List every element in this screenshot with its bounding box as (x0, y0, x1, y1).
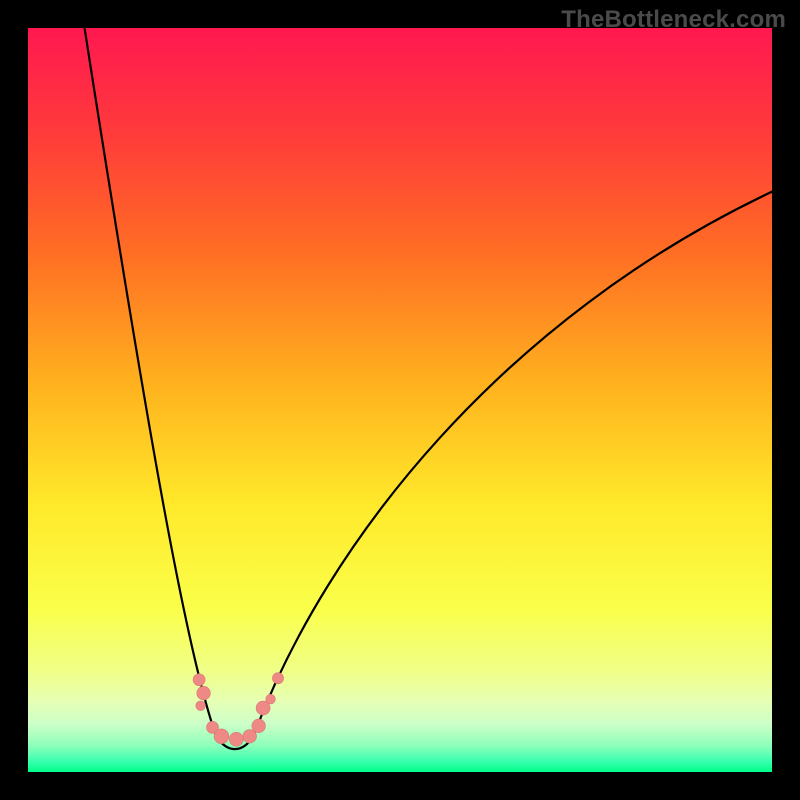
marker-point (207, 721, 219, 733)
marker-group (193, 673, 283, 747)
chart-svg (28, 28, 772, 772)
chart-background (28, 28, 772, 772)
marker-point (193, 674, 205, 686)
marker-point (256, 701, 270, 715)
marker-point (266, 694, 276, 704)
marker-point (272, 673, 283, 684)
bottleneck-chart (28, 28, 772, 772)
marker-point (214, 729, 229, 744)
marker-point (196, 701, 206, 711)
watermark-text: TheBottleneck.com (561, 6, 786, 34)
bottleneck-curve (85, 28, 772, 749)
marker-point (252, 719, 266, 733)
marker-point (243, 729, 257, 743)
marker-point (229, 732, 243, 746)
marker-point (197, 686, 211, 700)
figure-root: TheBottleneck.com (0, 0, 800, 800)
